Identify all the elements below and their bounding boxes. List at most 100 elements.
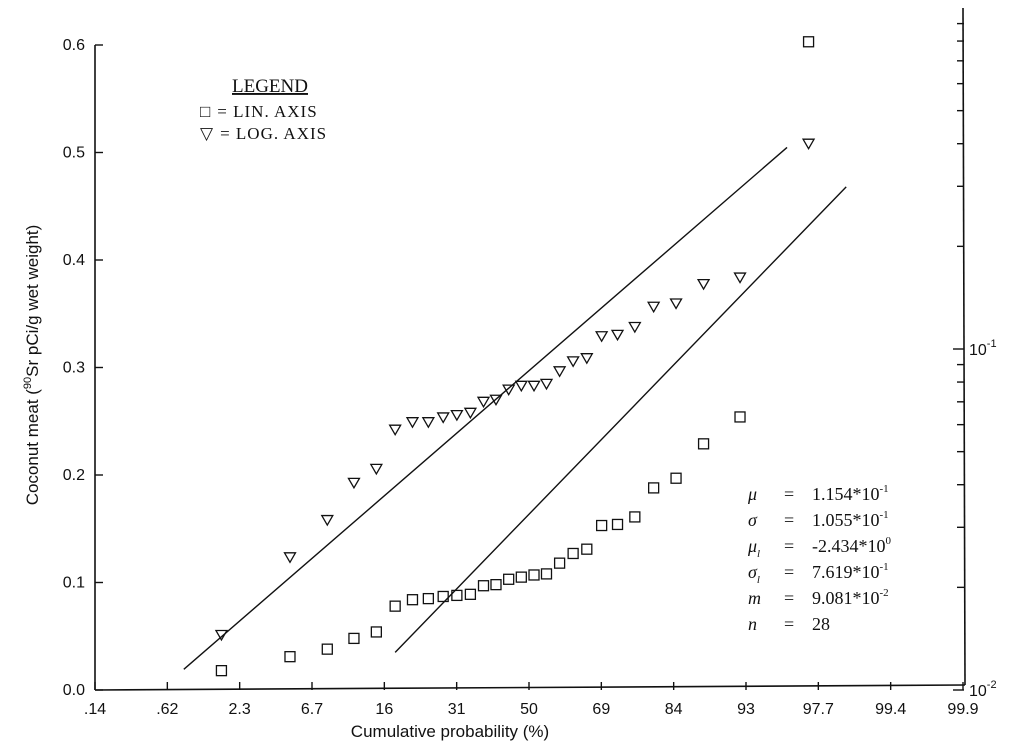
stat-symbol: μl: [747, 536, 760, 560]
y-axis-label-suffix: Sr pCi/g wet weight): [23, 225, 42, 377]
triangle-marker: [463, 407, 478, 420]
stat-symbol-subscript: l: [757, 548, 760, 560]
y-right-tick-label: 10-2: [969, 679, 997, 700]
triangle-marker: [514, 380, 528, 393]
square-marker: [734, 411, 746, 423]
square-marker: [348, 632, 360, 645]
square-marker: [553, 557, 566, 569]
fit-line-log: [183, 146, 788, 670]
stat-value-mantissa: 1.055*10: [812, 510, 880, 530]
triangle-marker: [214, 629, 229, 642]
stat-value: 9.081*10-2: [812, 587, 889, 608]
triangle-marker: [436, 412, 450, 424]
triangle-marker: [696, 278, 711, 291]
data-markers: [214, 36, 816, 677]
square-marker: [437, 590, 449, 603]
y-right-tick-base: 10: [969, 342, 987, 359]
stat-value: 7.619*10-1: [812, 561, 889, 582]
stat-value-exponent: -1: [880, 483, 889, 495]
stat-value-mantissa: 1.154*10: [812, 484, 880, 504]
y-axis-label: Coconut meat (90Sr pCi/g wet weight): [22, 225, 42, 506]
legend-title: LEGEND: [232, 76, 308, 97]
legend-log-label: = LOG. AXIS: [220, 124, 327, 143]
triangle-marker: [610, 329, 625, 342]
stat-symbol: σl: [748, 562, 760, 586]
triangle-marker: [580, 353, 594, 365]
x-axis: [94, 684, 966, 691]
y-right-tick-label: 10-1: [969, 338, 997, 359]
stat-symbol: σ: [748, 510, 758, 530]
stat-value-mantissa: 9.081*10: [812, 588, 880, 608]
square-marker: [490, 579, 502, 591]
square-marker: [389, 600, 401, 612]
stat-symbol-subscript: l: [757, 574, 760, 586]
triangle-marker: [369, 463, 383, 476]
y-left-tick-label: 0.5: [63, 145, 85, 162]
legend-square-symbol: □: [200, 102, 211, 121]
square-marker: [515, 571, 527, 583]
x-tick-label: 97.7: [803, 701, 834, 718]
y-axis-label-prefix: Coconut meat (: [23, 389, 42, 506]
square-marker: [503, 573, 515, 585]
triangle-marker: [421, 417, 435, 429]
x-tick-label: .62: [156, 701, 178, 718]
stat-equals: =: [784, 588, 794, 608]
stat-equals: =: [784, 484, 794, 504]
triangle-marker: [489, 394, 503, 407]
triangle-marker: [388, 424, 402, 436]
stat-equals: =: [784, 562, 794, 582]
square-marker: [215, 665, 228, 677]
stat-value-mantissa: 7.619*10: [812, 562, 880, 582]
right-y-axis: [962, 7, 966, 686]
y-right-tick-exponent: -1: [987, 338, 997, 350]
stat-value: 1.055*10-1: [812, 509, 889, 530]
stat-value-mantissa: -2.434*10: [812, 536, 886, 556]
square-marker: [581, 543, 593, 555]
triangle-marker: [527, 380, 541, 393]
stat-symbol: μ: [747, 484, 757, 504]
x-tick-label: 2.3: [229, 701, 251, 718]
y-left-tick-label: 0.0: [63, 682, 85, 699]
stat-value-exponent: -1: [880, 561, 889, 573]
triangle-marker: [647, 301, 661, 314]
triangle-marker: [595, 331, 609, 343]
square-marker: [477, 580, 490, 592]
legend-entry-log-axis: ▽ = LOG. AXIS: [200, 124, 327, 143]
stat-value: 1.154*10-1: [812, 483, 889, 504]
ticks: .14 .62 2.3 6.7 16 31 50 69 84 93 97.7 99.4 99.9 0.0 0…: [63, 22, 997, 718]
x-tick-label: 84: [665, 701, 683, 718]
triangle-marker: [669, 298, 683, 310]
triangle-marker: [628, 321, 642, 334]
triangle-marker: [552, 366, 567, 378]
square-marker: [629, 511, 641, 523]
stat-symbol: n: [748, 614, 757, 634]
square-marker: [321, 643, 333, 655]
x-tick-label: 99.4: [875, 701, 906, 718]
square-marker: [528, 569, 540, 581]
square-marker: [540, 568, 553, 580]
fit-lines: [183, 146, 847, 670]
y-left-tick-label: 0.2: [63, 467, 85, 484]
square-marker: [406, 594, 419, 606]
stat-symbol-char: μ: [747, 536, 757, 556]
stat-symbol-char: μ: [747, 484, 757, 504]
square-marker: [595, 519, 608, 532]
y-left-tick-label: 0.1: [63, 575, 85, 592]
triangle-marker: [476, 396, 491, 409]
stat-value-exponent: -2: [880, 587, 889, 599]
stat-equals: =: [784, 614, 794, 634]
square-marker: [284, 651, 296, 663]
stat-equals: =: [784, 510, 794, 530]
stat-symbol: m: [748, 588, 761, 608]
triangle-marker: [347, 477, 361, 490]
legend-lin-label: = LIN. AXIS: [217, 102, 317, 121]
x-tick-label: .14: [84, 701, 106, 718]
stat-value-mantissa: 28: [812, 614, 830, 634]
x-tick-label: 6.7: [301, 701, 323, 718]
stat-symbol-char: n: [748, 614, 757, 634]
x-tick-label: 31: [448, 701, 466, 718]
triangle-marker: [733, 272, 747, 284]
square-marker: [802, 36, 815, 48]
fit-line-linear: [394, 186, 847, 653]
